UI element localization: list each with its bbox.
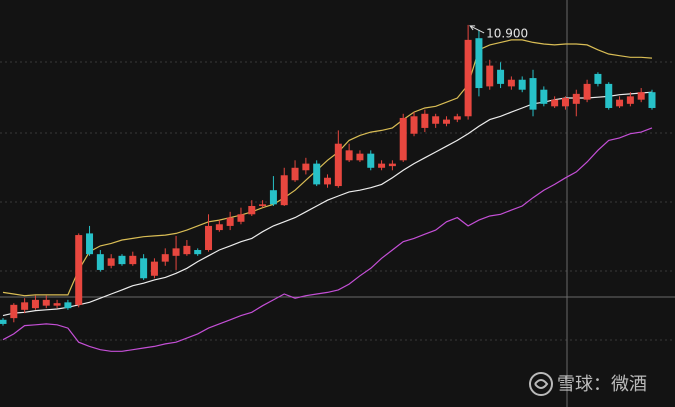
candle-body <box>313 163 321 185</box>
candle-body <box>486 65 494 87</box>
candle-body <box>31 299 39 309</box>
candle-body <box>432 116 440 124</box>
candle-body <box>540 89 548 104</box>
candle-body <box>10 304 18 319</box>
candle-body <box>226 217 234 226</box>
candle-body <box>140 258 148 279</box>
high-label: 10.900 <box>486 26 528 40</box>
watermark-logo-inner <box>534 379 549 389</box>
candle-body <box>583 83 591 100</box>
candle-body <box>75 235 83 305</box>
candle-body <box>378 163 386 168</box>
candle-body <box>507 79 515 87</box>
band-lower <box>2 127 653 352</box>
candle-body <box>529 78 537 110</box>
candle-body <box>616 99 624 107</box>
candle-body <box>183 245 191 255</box>
candle-body <box>86 233 94 255</box>
candle-body <box>291 167 299 181</box>
candle-body <box>129 255 137 265</box>
candle-body <box>453 116 461 120</box>
candle-body <box>551 99 559 107</box>
candle-body <box>356 153 364 161</box>
candle-body <box>53 303 61 306</box>
candle-body <box>21 302 29 310</box>
candle-body <box>259 204 267 206</box>
candle-body <box>302 163 310 171</box>
candle-body <box>421 113 429 128</box>
candle-body <box>280 175 288 206</box>
candle-body <box>464 39 472 117</box>
candle-body <box>399 117 407 161</box>
candle-body <box>572 93 580 104</box>
candle-body <box>561 98 569 107</box>
candle-body <box>410 116 418 134</box>
candle-body <box>626 96 634 104</box>
candle-body <box>269 190 277 205</box>
candle-body <box>518 79 526 90</box>
candle-body <box>442 119 450 124</box>
candle-body <box>215 224 223 231</box>
candle-body <box>118 255 126 265</box>
marks: 10.900 <box>0 24 656 352</box>
high-arrow <box>469 25 485 34</box>
candle-body <box>594 73 602 84</box>
candle-body <box>248 205 256 215</box>
candle-body <box>475 38 483 89</box>
candle-body <box>172 248 180 256</box>
band-upper <box>2 39 653 297</box>
watermark: 雪球：微酒 <box>557 374 647 395</box>
candle-body <box>107 258 115 266</box>
candle-body <box>194 250 202 255</box>
candle-body <box>324 177 331 185</box>
high-arrow-head <box>469 25 476 31</box>
candle-body <box>648 92 656 108</box>
candle-body <box>96 254 104 270</box>
watermark-logo <box>529 372 553 396</box>
candle-body <box>345 150 353 161</box>
candle-body <box>637 92 645 100</box>
candle-body <box>237 214 245 222</box>
candle-body <box>605 83 613 108</box>
candle-body <box>334 143 342 187</box>
watermark-group: 雪球：微酒 <box>529 372 647 396</box>
candle-body <box>161 254 169 262</box>
candle-body <box>497 69 505 84</box>
candle-body <box>205 225 213 251</box>
candle-body <box>388 163 396 167</box>
candle-body <box>367 153 375 168</box>
candle-body <box>42 299 50 306</box>
candle-body <box>150 261 158 276</box>
candle-body <box>64 302 72 309</box>
candle-body <box>0 319 7 324</box>
